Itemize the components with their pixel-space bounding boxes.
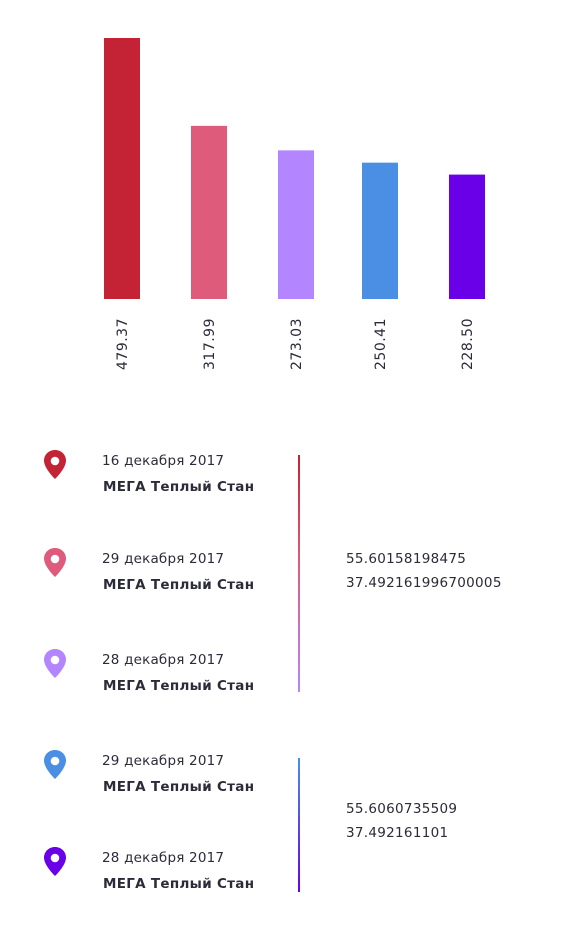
visit-date: 28 декабря 2017: [102, 652, 225, 668]
bar-value-label-3: 273.03: [289, 318, 305, 370]
visit-date: 29 декабря 2017: [102, 551, 225, 567]
bar-2: [191, 125, 227, 300]
visit-date: 16 декабря 2017: [102, 453, 225, 469]
bar-1: [104, 38, 140, 299]
visit-date: 29 декабря 2017: [102, 753, 225, 769]
map-pin-icon: [41, 648, 69, 680]
visit-place: МЕГА Теплый Стан: [103, 479, 255, 495]
bar-value-label-1: 479.37: [115, 318, 131, 370]
group-1-latitude: 55.60158198475: [346, 551, 467, 567]
visit-place: МЕГА Теплый Стан: [103, 678, 255, 694]
visit-place: МЕГА Теплый Стан: [103, 577, 255, 593]
bar-value-label-4: 250.41: [373, 318, 389, 370]
map-pin-icon: [41, 449, 69, 481]
bar-5: [449, 174, 485, 299]
bar-value-label-2: 317.99: [202, 318, 218, 370]
bar-chart: 479.37 317.99 273.03 250.41 228.50: [104, 38, 485, 370]
group-1-longitude: 37.492161996700005: [346, 575, 502, 591]
group-line-2: [298, 758, 300, 892]
bar-value-label-5: 228.50: [460, 318, 476, 370]
map-pin-icon: [41, 846, 69, 878]
visit-place: МЕГА Теплый Стан: [103, 876, 255, 892]
group-2-latitude: 55.6060735509: [346, 801, 458, 817]
bar-3: [278, 150, 314, 299]
map-pin-icon: [41, 749, 69, 781]
visit-place: МЕГА Теплый Стан: [103, 779, 255, 795]
bar-4: [362, 162, 398, 299]
group-line-1: [298, 455, 300, 692]
group-2-longitude: 37.492161101: [346, 825, 449, 841]
map-pin-icon: [41, 547, 69, 579]
visit-date: 28 декабря 2017: [102, 850, 225, 866]
